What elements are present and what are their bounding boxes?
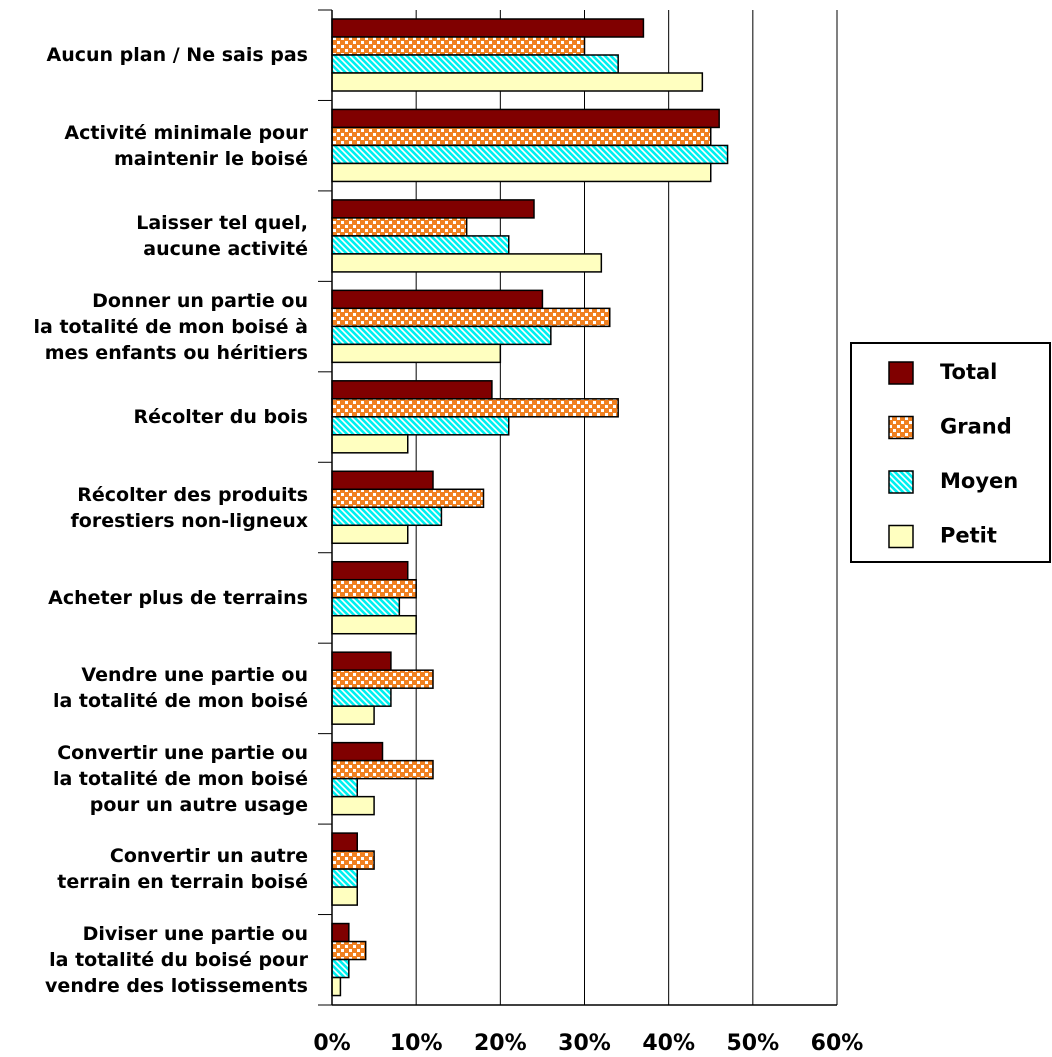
bar bbox=[331, 976, 342, 997]
category-label: Convertir un autre terrain en terrain bo… bbox=[57, 845, 308, 894]
bar bbox=[331, 958, 350, 979]
legend-swatch bbox=[888, 415, 914, 440]
category-label: Convertir une partie ou la totalité de m… bbox=[52, 741, 308, 816]
legend-label: Moyen bbox=[940, 469, 1018, 493]
x-tick-label: 60% bbox=[811, 1031, 864, 1056]
legend-box bbox=[850, 342, 1051, 563]
category-label: Aucun plan / Ne sais pas bbox=[46, 44, 309, 67]
bar bbox=[331, 687, 392, 707]
bar bbox=[331, 777, 358, 798]
bar bbox=[331, 669, 434, 689]
category-label: Acheter plus de terrains bbox=[48, 586, 308, 609]
bar bbox=[331, 36, 586, 56]
x-tick-label: 30% bbox=[558, 1031, 611, 1056]
legend-swatch bbox=[888, 470, 914, 494]
bar bbox=[331, 524, 409, 545]
bar bbox=[331, 506, 443, 527]
bar bbox=[331, 144, 729, 165]
bar bbox=[331, 868, 358, 888]
bar bbox=[331, 289, 544, 310]
bar bbox=[331, 253, 603, 273]
x-tick-label: 40% bbox=[642, 1031, 695, 1056]
bar bbox=[331, 795, 375, 816]
bar bbox=[331, 832, 358, 852]
bar bbox=[331, 108, 720, 129]
bar bbox=[331, 343, 502, 364]
bar bbox=[331, 651, 392, 671]
category-label: Activité minimale pour maintenir le bois… bbox=[64, 121, 308, 170]
bar bbox=[331, 398, 619, 418]
category-label: Récolter du bois bbox=[133, 406, 308, 429]
bar bbox=[331, 18, 645, 38]
x-tick-label: 20% bbox=[474, 1031, 527, 1056]
x-tick-label: 50% bbox=[726, 1031, 779, 1056]
bar bbox=[331, 705, 375, 725]
bar bbox=[331, 54, 619, 74]
bar bbox=[331, 470, 434, 491]
bar bbox=[331, 325, 552, 346]
bar bbox=[331, 614, 417, 635]
bar bbox=[331, 235, 510, 255]
legend-label: Petit bbox=[940, 524, 997, 548]
bar bbox=[331, 886, 358, 906]
category-label: Donner un partie ou la totalité de mon b… bbox=[33, 289, 309, 364]
bar bbox=[331, 307, 611, 328]
category-label: Laisser tel quel, aucune activité bbox=[136, 212, 308, 261]
category-label: Diviser une partie ou la totalité du boi… bbox=[45, 922, 308, 997]
bar bbox=[331, 488, 485, 509]
category-label: Vendre une partie ou la totalité de mon … bbox=[52, 664, 308, 713]
bar bbox=[331, 416, 510, 436]
bar bbox=[331, 126, 712, 147]
bar bbox=[331, 940, 367, 961]
bar bbox=[331, 72, 704, 92]
legend-swatch bbox=[888, 361, 914, 385]
x-tick-label: 0% bbox=[313, 1031, 350, 1056]
bar bbox=[331, 922, 350, 943]
bar bbox=[331, 578, 417, 599]
bar bbox=[331, 759, 434, 780]
bar bbox=[331, 217, 468, 237]
legend-label: Grand bbox=[940, 415, 1012, 439]
x-tick-label: 10% bbox=[390, 1031, 443, 1056]
bar bbox=[331, 596, 401, 617]
bar bbox=[331, 199, 535, 219]
legend-label: Total bbox=[940, 360, 997, 384]
bar bbox=[331, 434, 409, 454]
bar bbox=[331, 162, 712, 183]
bar bbox=[331, 741, 384, 762]
legend-swatch bbox=[888, 524, 914, 549]
category-label: Récolter des produits forestiers non-lig… bbox=[70, 483, 308, 532]
bar bbox=[331, 560, 409, 581]
bar bbox=[331, 850, 375, 870]
bar bbox=[331, 380, 493, 400]
